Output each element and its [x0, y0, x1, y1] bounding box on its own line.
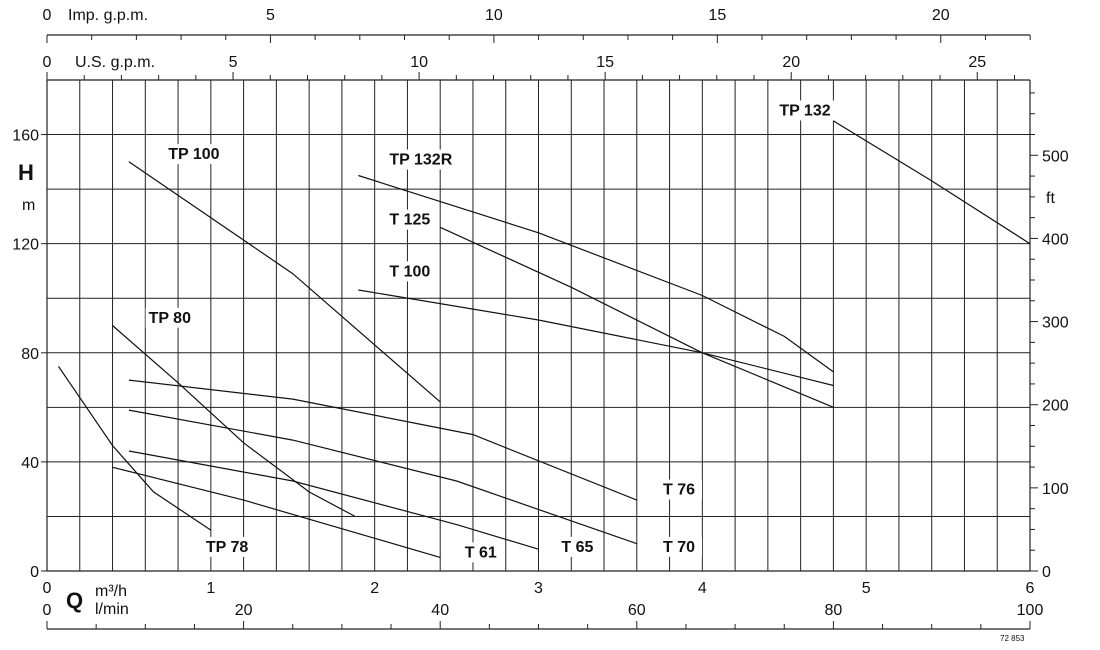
x-tick-label-lmin: 0	[43, 602, 52, 619]
curve-label-tp-80: TP 80	[149, 310, 192, 327]
curve-tp-132r	[358, 174, 834, 373]
right-tick-label: 500	[1042, 148, 1069, 165]
curve-label-t-76: T 76	[663, 482, 695, 499]
curve-t-61	[112, 466, 441, 558]
y-axis: 0 40 80 120 160	[12, 128, 47, 581]
us-gpm-tick-label: 5	[229, 54, 238, 71]
curve-label-t-61: T 61	[465, 544, 497, 561]
right-tick-label: 100	[1042, 481, 1069, 498]
curve-label-tp-100: TP 100	[168, 146, 219, 163]
curve-t-100	[358, 289, 834, 387]
x-axis-unit-primary: m³/h	[95, 583, 127, 600]
chart-code: 72 853	[1000, 634, 1025, 643]
y-axis-unit: m	[22, 197, 35, 214]
imp-gpm-tick-label: 20	[932, 7, 950, 24]
x-tick-label-lmin: 100	[1017, 602, 1044, 619]
curve-label-bg	[202, 536, 254, 557]
x-axis-symbol: Q	[66, 588, 83, 613]
x-tick-label-lmin: 60	[628, 602, 646, 619]
x-axis-unit-secondary: l/min	[95, 601, 129, 618]
curve-tp-78	[58, 366, 212, 531]
x-tick-label-lmin: 80	[825, 602, 843, 619]
curve-label-bg	[386, 261, 438, 282]
curve-label-t-125: T 125	[389, 212, 430, 229]
imp-gpm-tick-label: 5	[266, 7, 275, 24]
x-tick-label-m3h: 1	[206, 580, 215, 597]
right-tick-label: 300	[1042, 315, 1069, 332]
curve-label-t-65: T 65	[561, 539, 593, 556]
y-tick-label: 0	[30, 564, 39, 581]
curve-tp-100	[128, 161, 441, 403]
imp-gpm-tick-label: 10	[485, 7, 503, 24]
us-gpm-label: U.S. g.p.m.	[75, 54, 155, 71]
x-tick-label-m3h: 0	[43, 580, 52, 597]
curve-label-bg	[461, 542, 504, 563]
curve-label-tp-78: TP 78	[206, 539, 249, 556]
right-tick-label: 200	[1042, 398, 1069, 415]
y-tick-label: 160	[12, 128, 39, 145]
curve-label-t-70: T 70	[663, 539, 695, 556]
curve-label-bg	[386, 149, 456, 170]
right-axis-unit: ft	[1046, 190, 1055, 207]
curve-label-bg	[558, 536, 601, 557]
curve-label-bg	[165, 144, 226, 165]
imp-gpm-tick-label: 15	[708, 7, 726, 24]
y-tick-label: 40	[21, 455, 39, 472]
curve-label-bg	[660, 479, 703, 500]
curve-label-tp-132: TP 132	[779, 102, 830, 119]
x-tick-label-m3h: 4	[698, 580, 707, 597]
curve-label-bg	[776, 100, 837, 121]
us-gpm-tick-label: 25	[968, 54, 986, 71]
x-tick-label-m3h: 3	[534, 580, 543, 597]
imp-gpm-tick-label: 0	[43, 7, 52, 24]
curve-t-65	[128, 450, 539, 550]
curve-tp-132	[833, 120, 1031, 245]
us-gpm-tick-label: 20	[782, 54, 800, 71]
x-tick-label-lmin: 40	[431, 602, 449, 619]
right-axis: 0 100 200 300 400 500	[1030, 92, 1069, 581]
us-gpm-tick-label: 10	[410, 54, 428, 71]
x-tick-label-m3h: 2	[370, 580, 379, 597]
curve-label-tp-132r: TP 132R	[389, 152, 452, 169]
plot-frame	[46, 79, 1031, 572]
right-tick-label: 0	[1042, 564, 1051, 581]
us-gpm-tick-label: 15	[596, 54, 614, 71]
y-tick-label: 80	[21, 346, 39, 363]
right-tick-label: 400	[1042, 231, 1069, 248]
y-tick-label: 120	[12, 237, 39, 254]
curve-t-70	[128, 409, 637, 545]
us-gpm-tick-label: 0	[43, 54, 52, 71]
x-tick-label-lmin: 20	[235, 602, 253, 619]
x-tick-label-m3h: 5	[862, 580, 871, 597]
curve-t-76	[128, 379, 638, 501]
curve-label-bg	[386, 209, 438, 230]
x-tick-label-m3h: 6	[1026, 580, 1035, 597]
curve-label-bg	[145, 307, 197, 328]
y-axis-symbol: H	[18, 160, 34, 185]
curves	[58, 120, 1031, 558]
top-axes: 0 5 10 15 20 0 5 10 15 20 25	[43, 7, 1031, 80]
x-axis: 0 1 2 3 4 5 60 20 40 60 80 100	[43, 580, 1044, 630]
curve-tp-80	[112, 325, 356, 517]
curve-label-bg	[660, 536, 703, 557]
curve-t-125	[439, 226, 834, 408]
curve-labels: TP 78 TP 80 TP 100 T 61 T 65 T 70 T 76 T 100 T 1…	[145, 100, 837, 563]
imp-gpm-label: Imp. g.p.m.	[68, 7, 148, 24]
curve-label-t-100: T 100	[389, 263, 430, 280]
